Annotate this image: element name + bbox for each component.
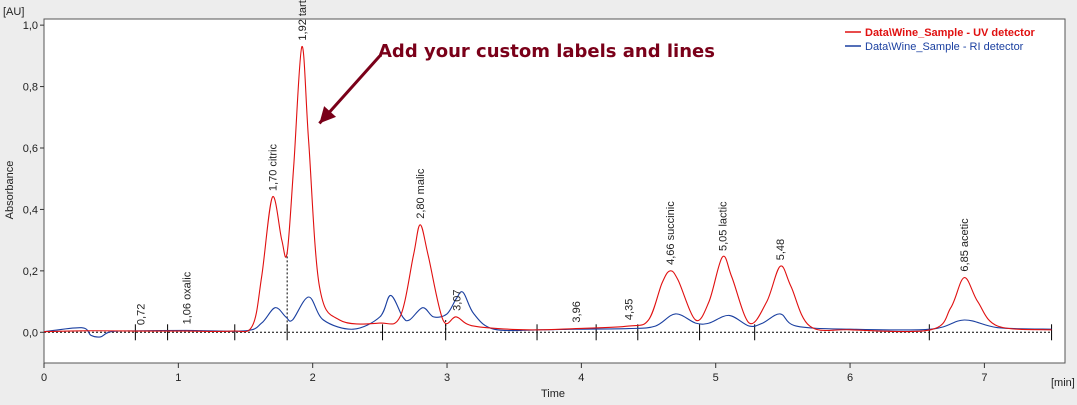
uv-detector-line	[43, 46, 1052, 333]
peak-label: 1,06 oxalic	[181, 271, 193, 324]
series-group	[43, 46, 1052, 338]
legend-entry: Data\Wine_Sample - RI detector	[865, 41, 1024, 53]
annotation-text: Add your custom labels and lines	[378, 41, 715, 62]
x-tick-label: 6	[847, 372, 853, 384]
x-tick-label: 1	[175, 372, 181, 384]
x-tick-label: 4	[578, 372, 584, 384]
y-tick-label: 0,6	[23, 143, 38, 155]
annotation-arrowhead	[319, 106, 337, 124]
peak-label: 4,66 succinic	[665, 201, 677, 265]
y-axis-unit: [AU]	[3, 6, 24, 18]
x-axis: 0 1 2 3 4 5 6 7	[41, 363, 987, 384]
y-tick-label: 0,4	[23, 204, 38, 216]
y-tick-label: 0,0	[23, 327, 38, 339]
y-tick-label: 1,0	[23, 20, 38, 32]
peak-label: 1,92 tartaric	[297, 0, 309, 41]
y-axis-title: Absorbance	[4, 161, 16, 220]
legend: Data\Wine_Sample - UV detector Data\Wine_…	[845, 27, 1036, 53]
peak-label: 4,35	[623, 299, 635, 320]
peak-label: 5,48	[775, 239, 787, 260]
peak-boundaries	[134, 252, 1053, 341]
x-tick-label: 5	[713, 372, 719, 384]
peak-label: 3,07	[451, 289, 463, 310]
y-axis: 0,0 0,2 0,4 0,6 0,8 1,0	[23, 20, 44, 339]
x-tick-label: 3	[444, 372, 450, 384]
x-axis-title: Time	[541, 388, 565, 400]
annotation: Add your custom labels and lines	[318, 41, 715, 125]
ri-detector-line	[43, 291, 1052, 338]
peak-label: 1,70 citric	[267, 144, 279, 192]
y-tick-label: 0,2	[23, 266, 38, 278]
x-tick-label: 0	[41, 372, 47, 384]
x-tick-label: 7	[981, 372, 987, 384]
peak-label: 3,96	[571, 301, 583, 322]
peak-label: 5,05 lactic	[717, 201, 729, 251]
peak-label: 6,85 acetic	[959, 218, 971, 272]
peak-label: 2,80 malic	[415, 168, 427, 219]
y-tick-label: 0,8	[23, 82, 38, 94]
peak-label: 0,72	[136, 304, 148, 325]
x-tick-label: 2	[310, 372, 316, 384]
peak-labels: 0,72 1,06 oxalic 1,70 citric 1,92 tartaric 2…	[136, 0, 972, 325]
legend-entry: Data\Wine_Sample - UV detector	[865, 27, 1036, 39]
plot-area	[43, 18, 1066, 364]
x-axis-unit: [min]	[1051, 377, 1075, 389]
